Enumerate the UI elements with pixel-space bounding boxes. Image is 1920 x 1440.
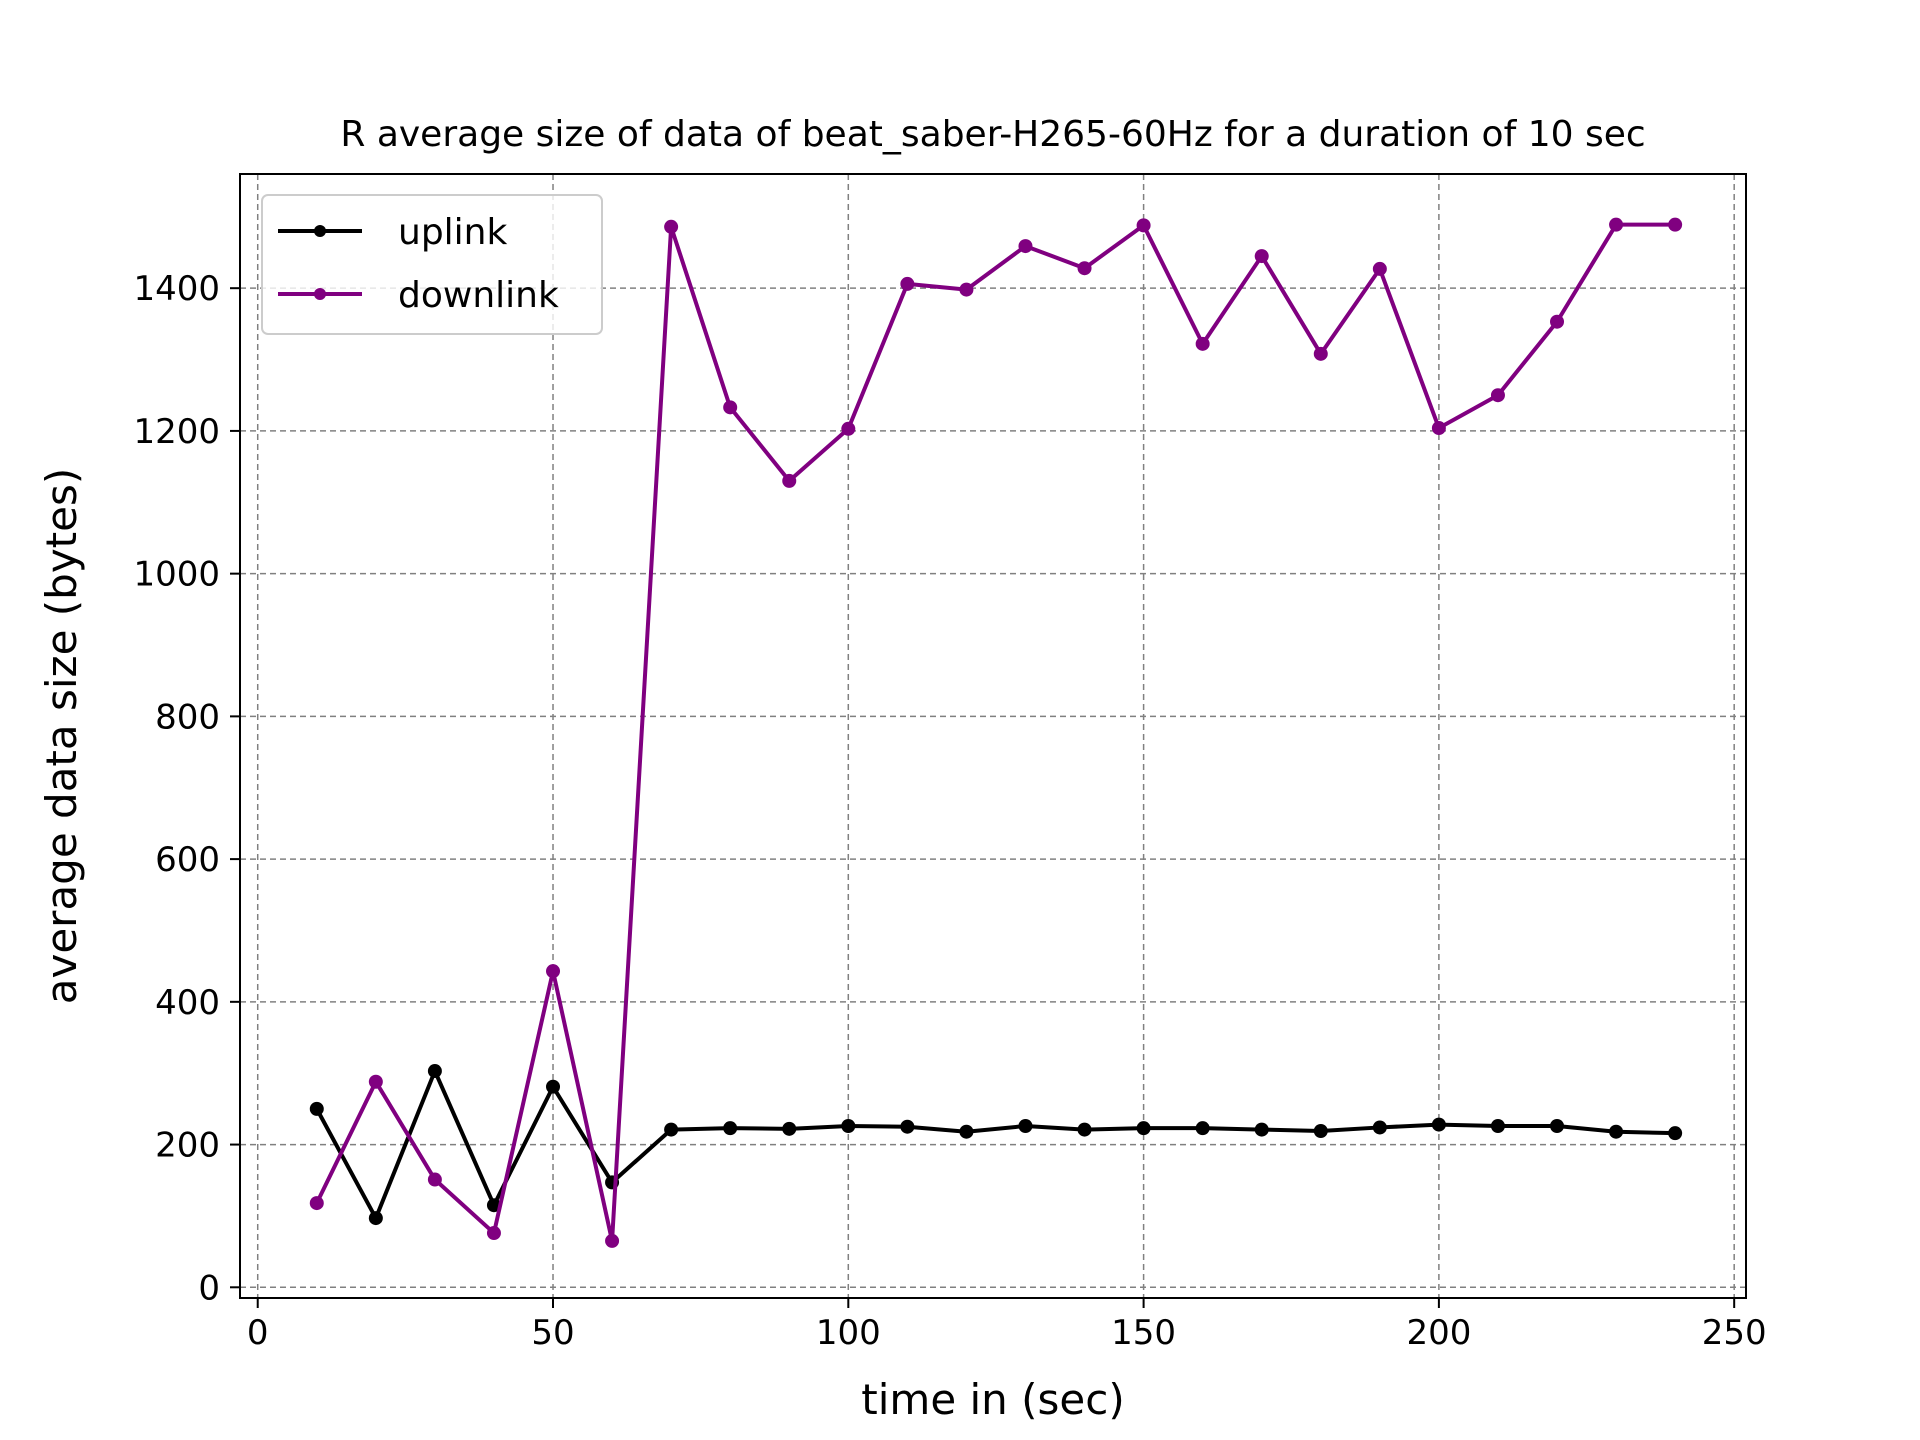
series-layer: [309, 217, 1683, 1248]
data-point-uplink: [1609, 1124, 1624, 1139]
data-point-uplink: [782, 1121, 797, 1136]
chart-title: R average size of data of beat_saber-H26…: [340, 114, 1645, 155]
axis-ticks: 0 50 100 150 200 250 0 200 400 600 800 1000 1200 1400: [133, 269, 1766, 1353]
data-point-downlink: [605, 1233, 620, 1248]
data-point-downlink: [782, 473, 797, 488]
data-point-downlink: [723, 400, 738, 415]
data-point-uplink: [723, 1121, 738, 1136]
data-point-downlink: [1490, 388, 1505, 403]
legend-marker-uplink: [314, 225, 326, 237]
data-point-uplink: [309, 1101, 324, 1116]
data-point-uplink: [427, 1064, 442, 1079]
data-point-downlink: [546, 964, 561, 979]
x-tick-label: 50: [531, 1313, 574, 1353]
data-point-uplink: [664, 1122, 679, 1137]
data-point-uplink: [841, 1119, 856, 1134]
data-point-uplink: [1372, 1120, 1387, 1135]
data-point-uplink: [368, 1211, 383, 1226]
data-point-downlink: [309, 1196, 324, 1211]
data-point-uplink: [1313, 1124, 1328, 1139]
data-point-uplink: [1431, 1117, 1446, 1132]
series-line-uplink: [315, 1069, 1676, 1221]
data-point-uplink: [1490, 1119, 1505, 1134]
data-point-uplink: [1077, 1122, 1092, 1137]
data-point-downlink: [1136, 218, 1151, 233]
data-point-downlink: [1195, 336, 1210, 351]
plot-frame: [239, 173, 1747, 1299]
data-point-uplink: [1668, 1126, 1683, 1141]
data-point-uplink: [1195, 1121, 1210, 1136]
series-uplink: [309, 1064, 1683, 1226]
data-point-downlink: [1018, 239, 1033, 254]
data-point-uplink: [546, 1079, 561, 1094]
x-tick-label: 200: [1406, 1313, 1471, 1353]
data-point-uplink: [1136, 1121, 1151, 1136]
legend-marker-downlink: [314, 288, 326, 300]
series-downlink: [309, 217, 1683, 1248]
data-point-downlink: [1609, 217, 1624, 232]
data-point-downlink: [841, 421, 856, 436]
data-point-uplink: [1254, 1122, 1269, 1137]
x-tick-label: 100: [816, 1313, 881, 1353]
data-point-downlink: [486, 1226, 501, 1241]
y-tick-label: 800: [155, 697, 220, 737]
y-axis-label: average data size (bytes): [37, 468, 86, 1005]
data-point-uplink: [900, 1119, 915, 1134]
y-tick-label: 1400: [133, 269, 220, 309]
data-point-uplink: [959, 1124, 974, 1139]
legend-label-uplink: uplink: [398, 212, 507, 253]
legend-label-downlink: downlink: [398, 275, 559, 316]
data-point-downlink: [427, 1172, 442, 1187]
data-point-downlink: [368, 1074, 383, 1089]
grid-lines: [240, 174, 1746, 1298]
data-point-downlink: [1372, 261, 1387, 276]
data-point-downlink: [1431, 421, 1446, 436]
data-point-uplink: [1550, 1119, 1565, 1134]
x-tick-label: 150: [1111, 1313, 1176, 1353]
y-tick-label: 1200: [133, 412, 220, 452]
y-tick-label: 1000: [133, 555, 220, 595]
data-point-downlink: [1313, 346, 1328, 361]
data-point-downlink: [1077, 261, 1092, 276]
data-point-downlink: [1550, 314, 1565, 329]
y-tick-label: 200: [155, 1126, 220, 1166]
data-point-downlink: [959, 282, 974, 297]
x-tick-label: 250: [1702, 1313, 1767, 1353]
data-point-downlink: [1254, 249, 1269, 264]
series-line-downlink: [314, 222, 1676, 1243]
x-tick-label: 0: [247, 1313, 269, 1353]
y-tick-label: 400: [155, 983, 220, 1023]
legend: uplink downlink: [261, 194, 603, 335]
data-point-uplink: [1018, 1119, 1033, 1134]
data-point-downlink: [900, 276, 915, 291]
data-point-downlink: [1668, 217, 1683, 232]
x-axis-label: time in (sec): [861, 1375, 1124, 1424]
y-tick-label: 0: [198, 1268, 220, 1308]
data-point-downlink: [664, 219, 679, 234]
y-tick-label: 600: [155, 840, 220, 880]
